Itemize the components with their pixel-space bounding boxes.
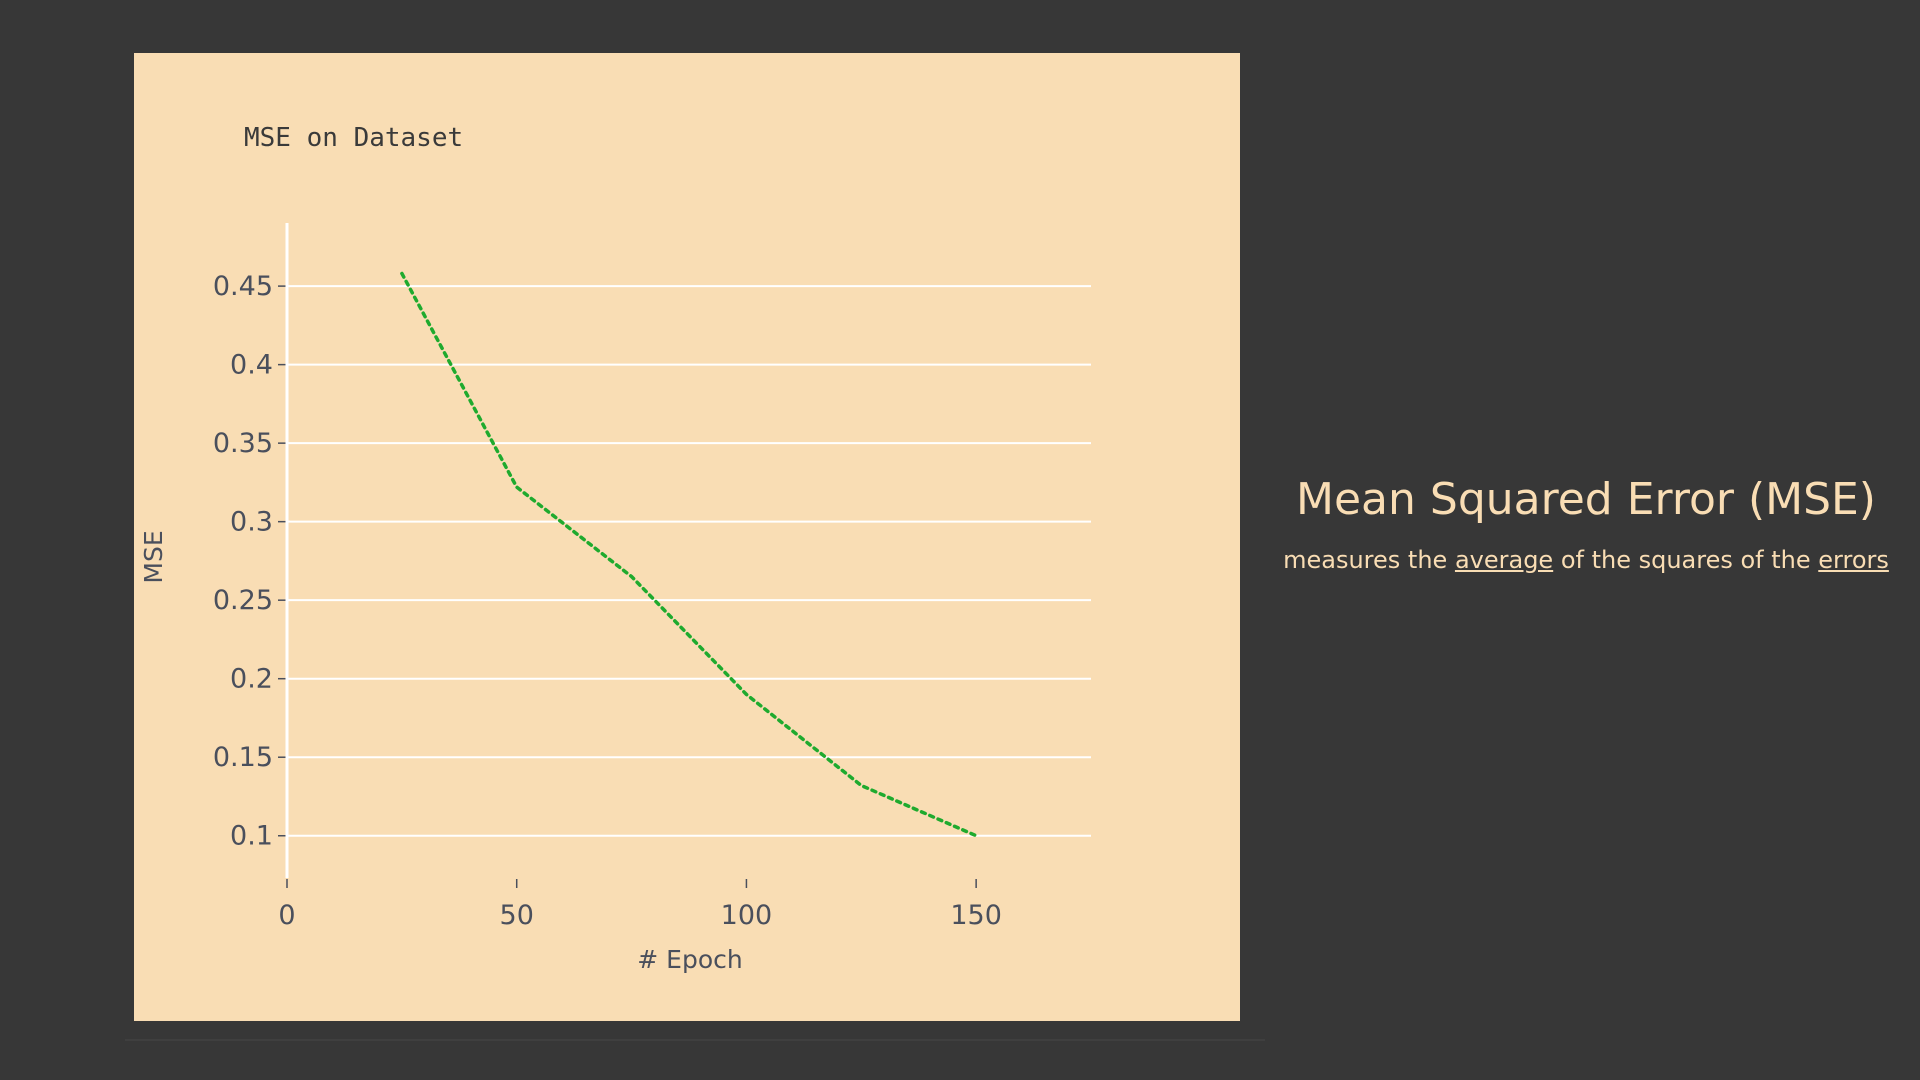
series-layer xyxy=(400,271,978,838)
chart-title: MSE on Dataset xyxy=(244,123,463,153)
chart-panel: MSE on Dataset 0.1 0.15 0.2 0.25 0.3 0.35 0.4 0… xyxy=(134,53,1240,1021)
y-tick-label-1: 0.15 xyxy=(213,742,273,773)
info-panel: Mean Squared Error (MSE) measures the av… xyxy=(1252,470,1920,578)
x-tick-label-3: 150 xyxy=(950,900,1002,931)
grid-lines xyxy=(287,285,1091,837)
x-tick-label-2: 100 xyxy=(721,900,773,931)
info-title: Mean Squared Error (MSE) xyxy=(1296,474,1876,525)
y-axis-title: MSE xyxy=(139,530,168,583)
info-text-middle: of the squares of the xyxy=(1553,546,1819,574)
y-tick-label-4: 0.3 xyxy=(230,507,273,538)
y-tick-label-3: 0.25 xyxy=(213,585,273,616)
y-tick-label-5: 0.35 xyxy=(213,428,273,459)
info-description: measures the average of the squares of t… xyxy=(1252,542,1920,578)
info-text-prefix: measures the xyxy=(1283,546,1455,574)
x-tick-label-0: 0 xyxy=(278,900,295,931)
errors-link[interactable]: errors xyxy=(1818,546,1889,574)
series-line-0 xyxy=(400,271,978,838)
y-tick-label-7: 0.45 xyxy=(213,271,273,302)
axes xyxy=(278,223,977,888)
average-link[interactable]: average xyxy=(1454,546,1554,574)
mse-chart: MSE on Dataset 0.10.150.20.250.30.350.40… xyxy=(139,123,1091,974)
x-axis-title: # Epoch xyxy=(637,945,742,974)
tick-labels: 0.1 0.15 0.2 0.25 0.3 0.35 0.4 0.45 0 50 100 150 xyxy=(213,271,1002,931)
y-tick-label-0: 0.1 xyxy=(230,821,273,852)
y-tick-label-2: 0.2 xyxy=(230,664,273,695)
x-tick-label-1: 50 xyxy=(500,900,534,931)
divider-line xyxy=(125,1039,1265,1041)
y-tick-label-6: 0.4 xyxy=(230,350,273,381)
